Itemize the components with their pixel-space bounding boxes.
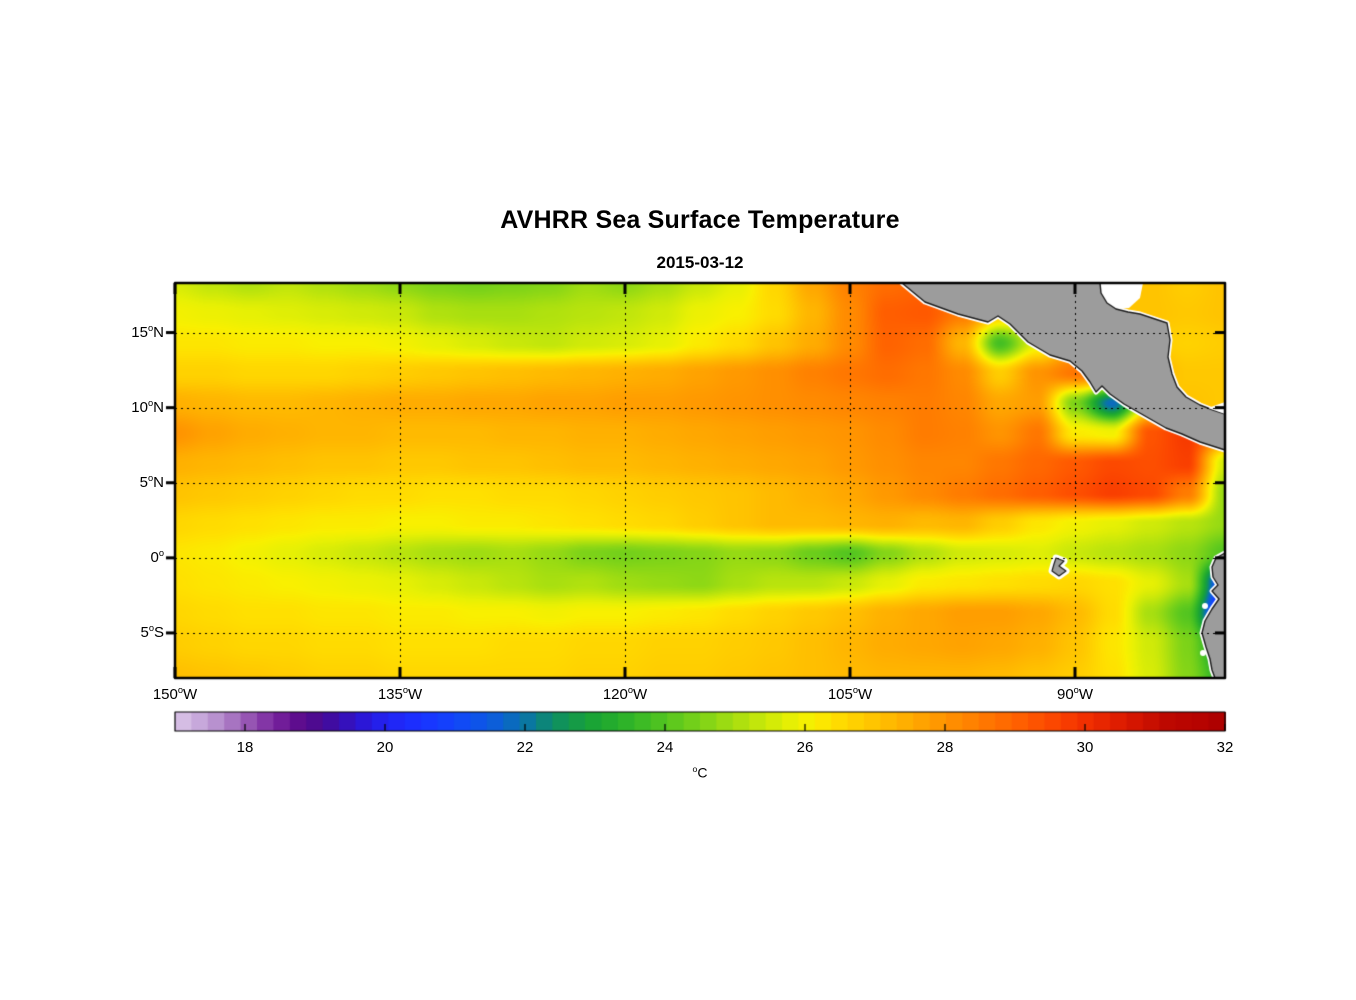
lat-tick-label: 0o — [150, 547, 164, 566]
lat-tick-label: 5oS — [140, 622, 164, 641]
colorbar-tick-label: 26 — [796, 739, 814, 756]
colorbar-tick-label: 28 — [936, 739, 954, 756]
lon-tick-label: 90oW — [1056, 685, 1094, 703]
lon-tick-label: 150oW — [152, 685, 198, 703]
colorbar-tick-label: 18 — [236, 739, 254, 756]
colorbar-tick-label: 30 — [1076, 739, 1094, 756]
colorbar-tick-label: 32 — [1216, 739, 1234, 756]
lat-tick-label: 10oN — [131, 397, 164, 416]
lon-tick-label: 120oW — [602, 685, 648, 703]
lon-tick-label: 135oW — [377, 685, 423, 703]
lat-tick-label: 15oN — [131, 322, 164, 341]
chart-date-subtitle: 2015-03-12 — [656, 253, 744, 272]
colorbar-tick-label: 20 — [376, 739, 394, 756]
colorbar-tick-label: 24 — [656, 739, 674, 756]
colorbar-unit-label: oC — [692, 764, 708, 781]
chart-title: AVHRR Sea Surface Temperature — [500, 206, 900, 234]
lat-tick-label: 5oN — [139, 472, 164, 491]
lon-tick-label: 105oW — [827, 685, 873, 703]
colorbar-tick-label: 22 — [516, 739, 534, 756]
